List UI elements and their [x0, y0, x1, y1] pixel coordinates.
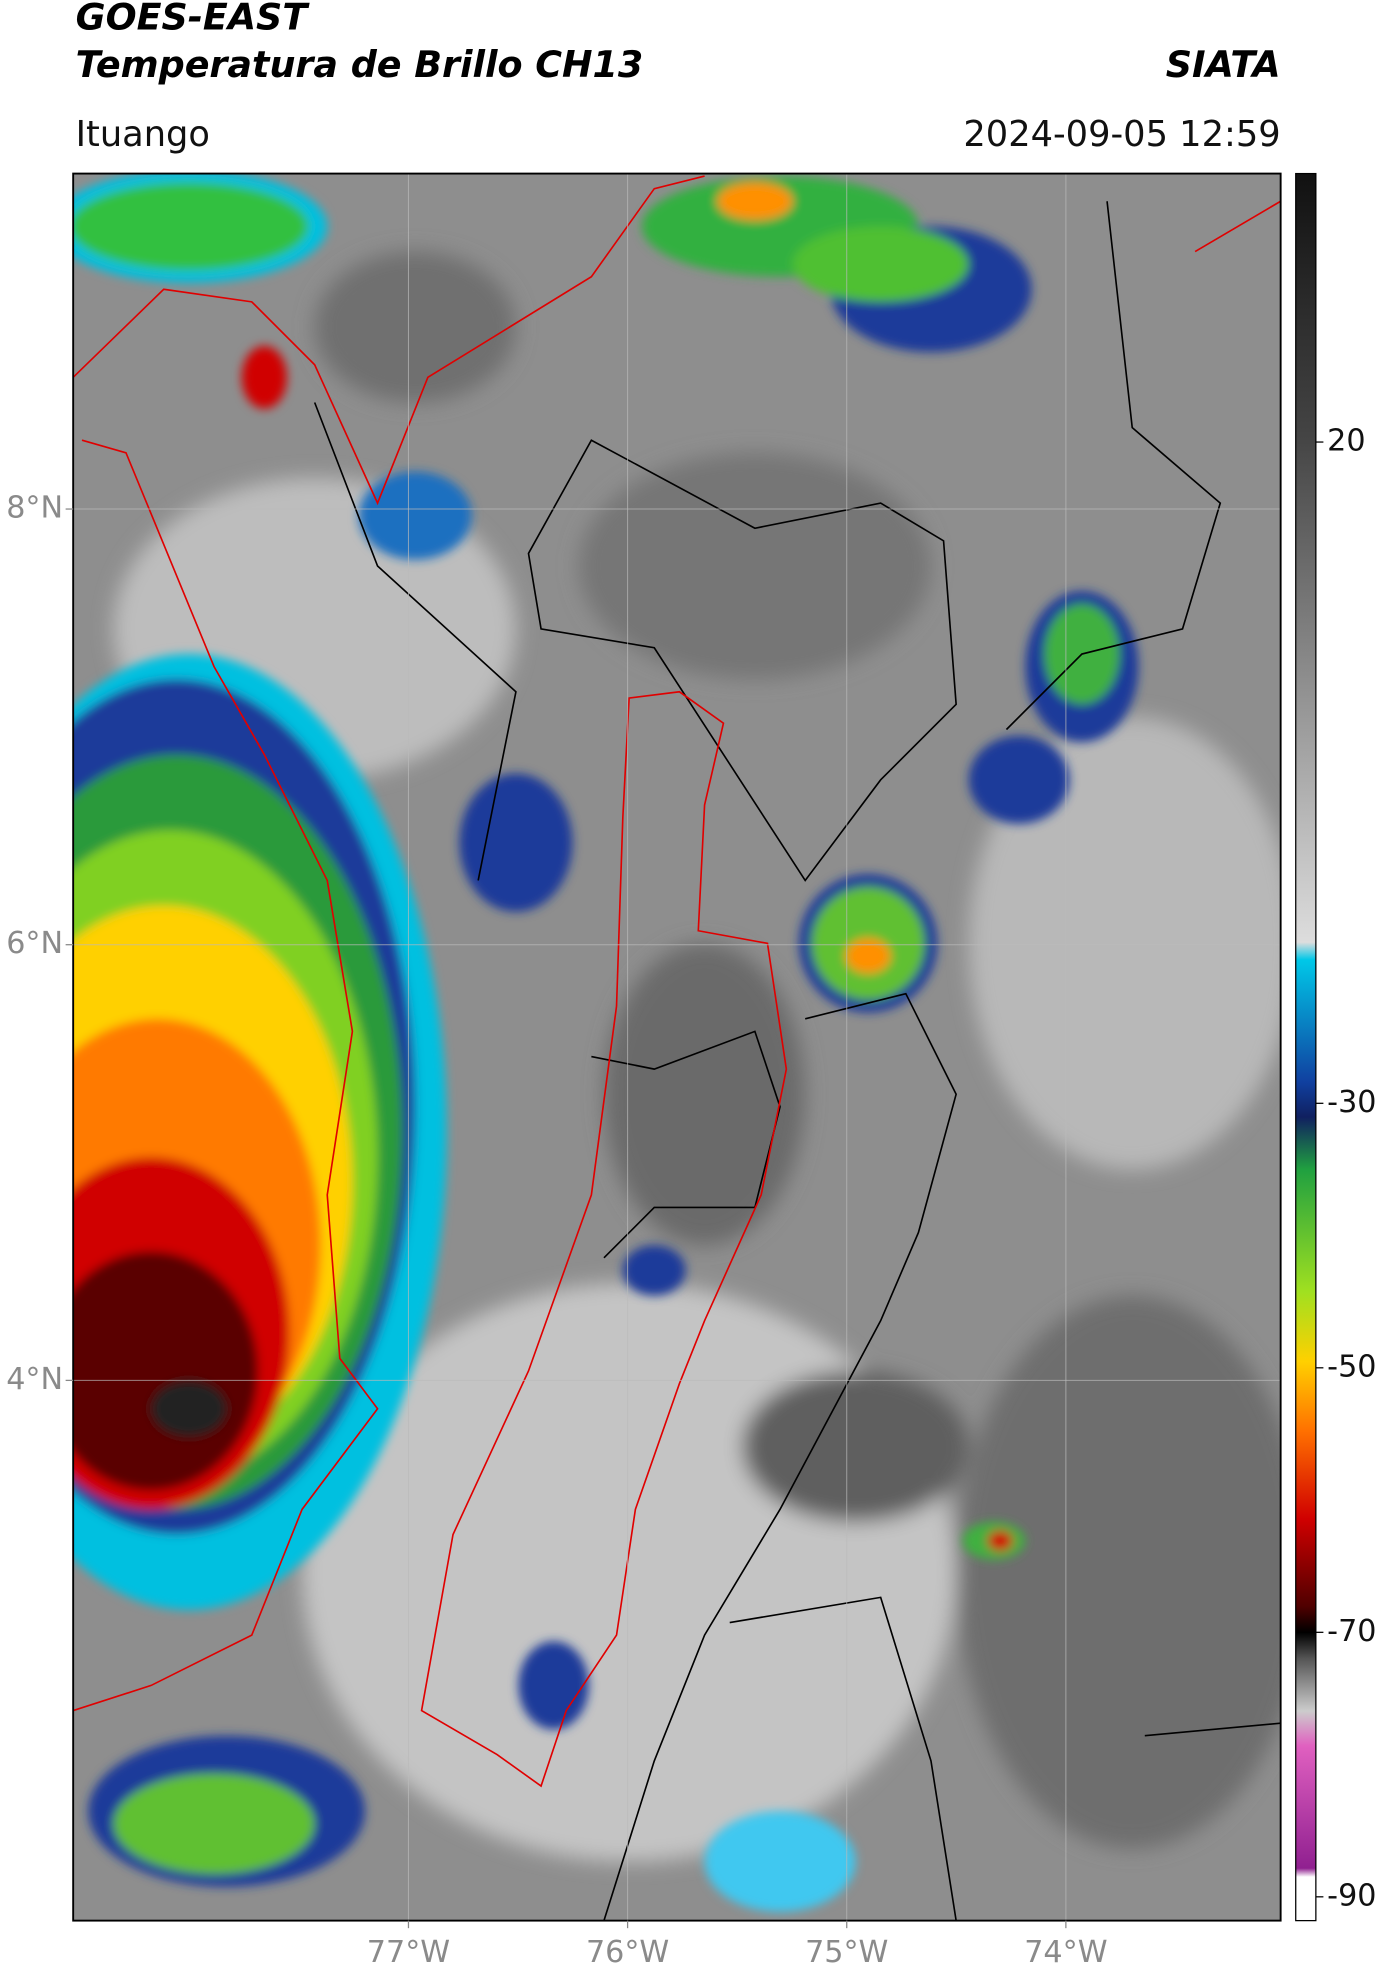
y-tick-label: 4°N — [6, 1362, 63, 1397]
title: GOES-EAST — [76, 0, 311, 38]
satellite-image — [73, 173, 1281, 1921]
map-frame — [72, 172, 1282, 1922]
x-tick-label: 75°W — [805, 1935, 888, 1970]
source: SIATA — [1166, 43, 1281, 86]
colorbar-tick-label: -90 — [1327, 1878, 1376, 1913]
colorbar-tick-label: -50 — [1327, 1349, 1376, 1384]
location: Ituango — [76, 114, 210, 155]
datetime: 2024-09-05 12:59 — [963, 114, 1280, 155]
subtitle: Temperatura de Brillo CH13 — [76, 43, 644, 86]
colorbar-tick-label: -70 — [1327, 1614, 1376, 1649]
y-tick-label: 8°N — [6, 491, 63, 526]
x-tick-label: 76°W — [586, 1935, 669, 1970]
x-tick-label: 74°W — [1024, 1935, 1107, 1970]
y-tick-label: 6°N — [6, 926, 63, 961]
colorbar — [1295, 172, 1317, 1922]
x-tick-label: 77°W — [367, 1935, 450, 1970]
colorbar-tick-label: -30 — [1327, 1085, 1376, 1120]
colorbar-tick-label: 20 — [1327, 424, 1365, 459]
